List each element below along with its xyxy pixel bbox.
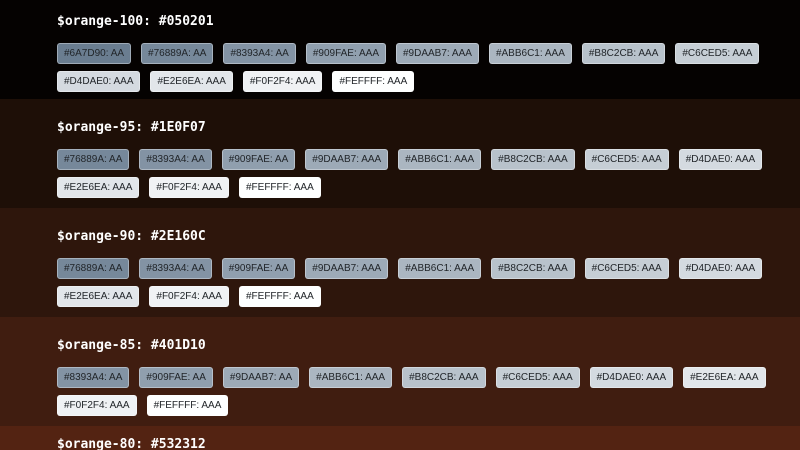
contrast-chip-row: #76889A: AA #8393A4: AA #909FAE: AA #9DAAB7… <box>57 258 780 279</box>
contrast-chip: #D4DAE0: AAA <box>589 367 674 388</box>
contrast-chip: #B8C2CB: AAA <box>402 367 486 388</box>
contrast-chip: #FEFFFF: AAA <box>332 71 415 92</box>
contrast-chip: #8393A4: AA <box>139 149 212 170</box>
palette-section-orange-95: $orange-95: #1E0F07 #76889A: AA #8393A4: A… <box>0 99 800 208</box>
contrast-chip: #8393A4: AA <box>223 43 296 64</box>
palette-section-orange-100: $orange-100: #050201 #6A7D90: AA #76889A: … <box>0 0 800 99</box>
palette-section-orange-90: $orange-90: #2E160C #76889A: AA #8393A4: A… <box>0 208 800 317</box>
contrast-chip: #C6CED5: AAA <box>584 149 669 170</box>
contrast-chip: #FEFFFF: AAA <box>238 286 321 307</box>
contrast-chip: #F0F2F4: AAA <box>242 71 323 92</box>
contrast-chip: #6A7D90: AA <box>57 43 132 64</box>
contrast-chip: #8393A4: AA <box>57 367 130 388</box>
contrast-chip: #76889A: AA <box>57 149 130 170</box>
contrast-chip: #E2E6EA: AAA <box>683 367 766 388</box>
contrast-chip: #ABB6C1: AAA <box>309 367 393 388</box>
contrast-chip-row: #D4DAE0: AAA #E2E6EA: AAA #F0F2F4: AAA #FEF… <box>57 71 780 92</box>
contrast-chip: #9DAAB7: AAA <box>396 43 479 64</box>
contrast-chip-row: #E2E6EA: AAA #F0F2F4: AAA #FEFFFF: AAA <box>57 286 780 307</box>
contrast-chip: #9DAAB7: AA <box>222 367 300 388</box>
contrast-chip: #D4DAE0: AAA <box>678 258 763 279</box>
contrast-chip-row: #76889A: AA #8393A4: AA #909FAE: AA #9DAAB7… <box>57 149 780 170</box>
contrast-chip: #C6CED5: AAA <box>495 367 580 388</box>
contrast-chip: #FEFFFF: AAA <box>238 177 321 198</box>
contrast-chip: #C6CED5: AAA <box>584 258 669 279</box>
contrast-chip: #909FAE: AAA <box>305 43 386 64</box>
section-heading: $orange-85: #401D10 <box>57 338 206 353</box>
contrast-chip: #D4DAE0: AAA <box>57 71 141 92</box>
section-heading: $orange-80: #532312 <box>57 437 206 450</box>
palette-section-orange-80: $orange-80: #532312 <box>0 426 800 450</box>
contrast-chip: #FEFFFF: AAA <box>146 395 229 416</box>
contrast-chip: #909FAE: AA <box>221 149 296 170</box>
contrast-chip: #ABB6C1: AAA <box>488 43 572 64</box>
contrast-chip: #76889A: AA <box>141 43 214 64</box>
contrast-chip: #E2E6EA: AAA <box>57 177 140 198</box>
contrast-chip: #ABB6C1: AAA <box>398 149 482 170</box>
contrast-chip-row: #8393A4: AA #909FAE: AA #9DAAB7: AA #ABB6C1… <box>57 367 780 388</box>
contrast-chip: #E2E6EA: AAA <box>57 286 140 307</box>
contrast-chip: #B8C2CB: AAA <box>491 258 575 279</box>
contrast-chip: #F0F2F4: AAA <box>149 177 229 198</box>
contrast-chip: #9DAAB7: AAA <box>305 149 389 170</box>
contrast-chip: #D4DAE0: AAA <box>678 149 763 170</box>
contrast-chip-row: #E2E6EA: AAA #F0F2F4: AAA #FEFFFF: AAA <box>57 177 780 198</box>
contrast-chip: #9DAAB7: AAA <box>305 258 389 279</box>
section-heading: $orange-95: #1E0F07 <box>57 120 206 135</box>
contrast-chip: #909FAE: AA <box>139 367 213 388</box>
contrast-chip: #909FAE: AA <box>221 258 296 279</box>
contrast-chip: #F0F2F4: AAA <box>57 395 137 416</box>
contrast-chip-row: #6A7D90: AA #76889A: AA #8393A4: AA #909FAE… <box>57 43 780 64</box>
contrast-chip: #8393A4: AA <box>139 258 212 279</box>
contrast-chip: #B8C2CB: AAA <box>491 149 575 170</box>
contrast-chip: #F0F2F4: AAA <box>149 286 229 307</box>
contrast-chip: #B8C2CB: AAA <box>581 43 666 64</box>
section-heading: $orange-90: #2E160C <box>57 229 206 244</box>
palette-section-orange-85: $orange-85: #401D10 #8393A4: AA #909FAE: A… <box>0 317 800 426</box>
section-heading: $orange-100: #050201 <box>57 14 214 29</box>
contrast-chip: #ABB6C1: AAA <box>398 258 482 279</box>
contrast-chip-row: #F0F2F4: AAA #FEFFFF: AAA <box>57 395 780 416</box>
contrast-chip: #E2E6EA: AAA <box>150 71 233 92</box>
contrast-chip: #C6CED5: AAA <box>675 43 760 64</box>
contrast-chip: #76889A: AA <box>57 258 130 279</box>
